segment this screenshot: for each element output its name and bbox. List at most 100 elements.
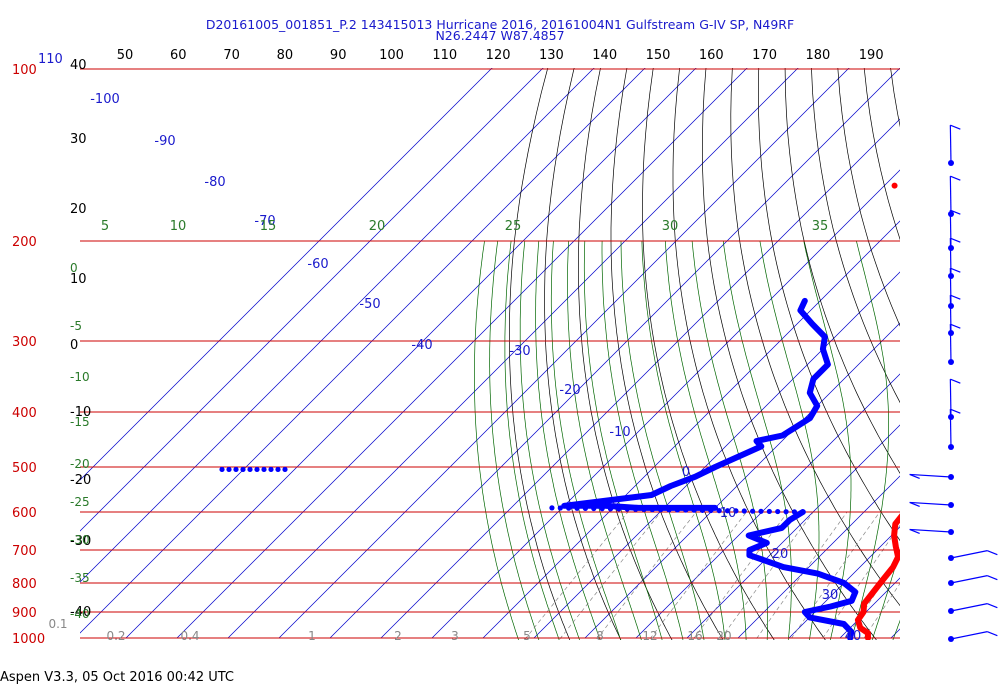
wind-barb-flag — [987, 575, 998, 581]
isotherm-line — [227, 68, 799, 639]
mixing-ratio-label: 1 — [308, 629, 316, 643]
dry-adiabat-line — [784, 68, 900, 474]
theta-e-label: 35 — [812, 219, 829, 234]
top-scale-label: 80 — [277, 48, 294, 63]
mixing-ratio-label: 2 — [394, 629, 402, 643]
isotherm-line — [737, 475, 900, 639]
wind-barb-flag — [950, 124, 961, 130]
dewpoint-dot — [758, 508, 764, 514]
isotherm-label: -20 — [559, 383, 580, 398]
dewpoint-dot — [282, 466, 288, 473]
isotherm-line — [431, 169, 900, 639]
dewpoint-dot — [716, 508, 722, 514]
dry-adiabat-line — [702, 68, 877, 640]
moist-adiabat-line — [664, 240, 747, 640]
dewpoint-dot — [733, 508, 739, 514]
isotherm-label: -60 — [307, 257, 328, 272]
wind-barb-flag — [950, 209, 961, 215]
moist-adiabat-label: 0 — [70, 261, 78, 275]
theta-e-label: 15 — [260, 219, 277, 234]
dry-adiabat-line — [544, 68, 622, 640]
moist-adiabat-line — [489, 240, 540, 640]
top-scale-label: 130 — [539, 48, 564, 63]
moist-adiabat-line — [601, 240, 684, 640]
isotherm-line — [278, 68, 850, 639]
mixing-ratio-label: 12 — [642, 629, 657, 643]
moist-adiabat-line — [803, 240, 852, 640]
wind-barb-shaft — [950, 550, 988, 559]
mixing-ratio-label: 5 — [523, 629, 531, 643]
dewpoint-dot — [247, 466, 253, 473]
mixing-ratio-label: 0.1 — [48, 617, 67, 631]
wind-barb-flag — [909, 501, 920, 508]
height-tick-label: -40 — [70, 605, 91, 620]
pressure-tick-label: 500 — [12, 461, 37, 476]
moist-adiabat-label: -40 — [70, 607, 90, 621]
top-scale-label: 180 — [805, 48, 830, 63]
sounding-profiles — [219, 182, 900, 640]
isotherm-label: 0 — [682, 465, 690, 480]
height-tick-label: 10 — [70, 272, 87, 287]
isotherm-label: 40 — [845, 629, 862, 644]
wind-barb-flag — [950, 408, 961, 414]
pressure-tick-label: 600 — [12, 506, 37, 521]
software-footer: Aspen V3.3, 05 Oct 2016 00:42 UTC — [0, 670, 234, 685]
moist-adiabat-line — [474, 240, 519, 640]
moist-adiabat-label: -5 — [70, 319, 82, 333]
mixing-ratio-label: 0.2 — [106, 629, 125, 643]
isotherm-line — [482, 220, 900, 639]
temperature-isolated-point — [891, 182, 898, 189]
isotherm-label: -80 — [204, 175, 225, 190]
wind-barb-shaft — [909, 501, 952, 506]
wind-barb-shaft — [909, 473, 952, 478]
height-tick-label: 0 — [70, 338, 78, 353]
dewpoint-dot — [261, 466, 267, 473]
chart-title-line-2: N26.2447 W87.4857 — [435, 28, 565, 43]
wind-barb-flag — [987, 631, 998, 637]
mixing-ratio-line — [558, 511, 662, 640]
dewpoint-dot — [750, 508, 756, 514]
isotherm-line — [329, 68, 900, 639]
pressure-tick-label: 300 — [12, 335, 37, 350]
dewpoint-dot — [791, 509, 798, 515]
dewpoint-dot — [549, 505, 555, 511]
mixing-ratio-line — [719, 511, 814, 640]
wind-barb-flag — [909, 473, 920, 480]
top-scale-label: 120 — [486, 48, 511, 63]
pressure-tick-label: 100 — [12, 63, 37, 78]
wind-barb-flag — [950, 323, 961, 329]
dry-adiabat-line — [811, 68, 900, 404]
pressure-tick-label: 1000 — [12, 632, 45, 647]
isotherm-line — [380, 118, 900, 639]
moist-adiabat-line — [504, 240, 560, 640]
wind-barb-shaft — [909, 528, 952, 533]
wind-barb-shaft — [949, 125, 952, 164]
dewpoint-profile-lower — [745, 509, 859, 640]
pressure-tick-label: 700 — [12, 544, 37, 559]
wind-barb-shaft — [949, 409, 952, 448]
height-tick-label: 30 — [70, 132, 87, 147]
chart-title-line-1: D20161005_001851_P.2 143415013 Hurricane… — [205, 17, 795, 32]
mixing-ratio-line — [595, 511, 697, 640]
mixing-ratio-line — [755, 511, 848, 640]
wind-barb-flag — [950, 294, 961, 300]
top-scale-label: 60 — [170, 48, 187, 63]
dewpoint-dot — [800, 509, 806, 515]
isotherm-label: 20 — [772, 547, 789, 562]
dry-adiabat-line — [642, 68, 775, 640]
pressure-tick-label: 400 — [12, 406, 37, 421]
wind-barb-flag — [950, 378, 961, 384]
dry-adiabat-line — [758, 68, 900, 542]
top-scale-label: 110 — [432, 48, 457, 63]
isotherm-line — [686, 424, 900, 639]
isotherm-label: -30 — [509, 344, 530, 359]
mixing-ratio-label: 16 — [687, 629, 702, 643]
top-scale-label: 170 — [752, 48, 777, 63]
wind-barb-shaft — [950, 603, 988, 612]
dewpoint-dot — [240, 466, 246, 473]
isotherm-line — [80, 68, 493, 481]
wind-barb-shaft — [949, 324, 952, 363]
moist-adiabat-label: -35 — [70, 571, 90, 585]
